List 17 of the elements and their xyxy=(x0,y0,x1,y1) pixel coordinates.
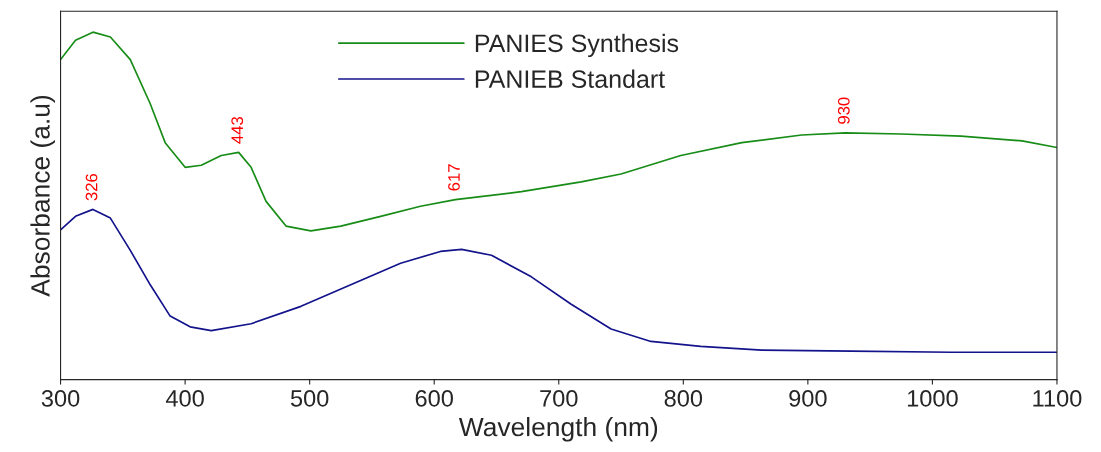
legend-label: PANIES Synthesis xyxy=(475,33,679,58)
x-tick-label: 700 xyxy=(540,390,578,407)
x-tick-label: 800 xyxy=(664,390,703,407)
x-tick-label: 300 xyxy=(41,390,80,407)
x-tick-label: 400 xyxy=(165,390,204,407)
y-axis-title: Absorbance (a.u) xyxy=(30,95,55,297)
x-tick-label: 1000 xyxy=(907,390,958,407)
x-tick-label: 1100 xyxy=(1033,390,1082,407)
annotation: 443 xyxy=(231,116,244,144)
x-tick-label: 900 xyxy=(789,390,827,407)
x-tick-label: 500 xyxy=(290,390,329,407)
annotation: 617 xyxy=(448,164,460,191)
annotation: 326 xyxy=(85,173,98,201)
legend-label: PANIEB Standart xyxy=(475,69,665,88)
x-axis-title: Wavelength (nm) xyxy=(458,416,658,442)
annotation: 930 xyxy=(837,97,850,124)
x-tick-label: 600 xyxy=(415,390,453,407)
